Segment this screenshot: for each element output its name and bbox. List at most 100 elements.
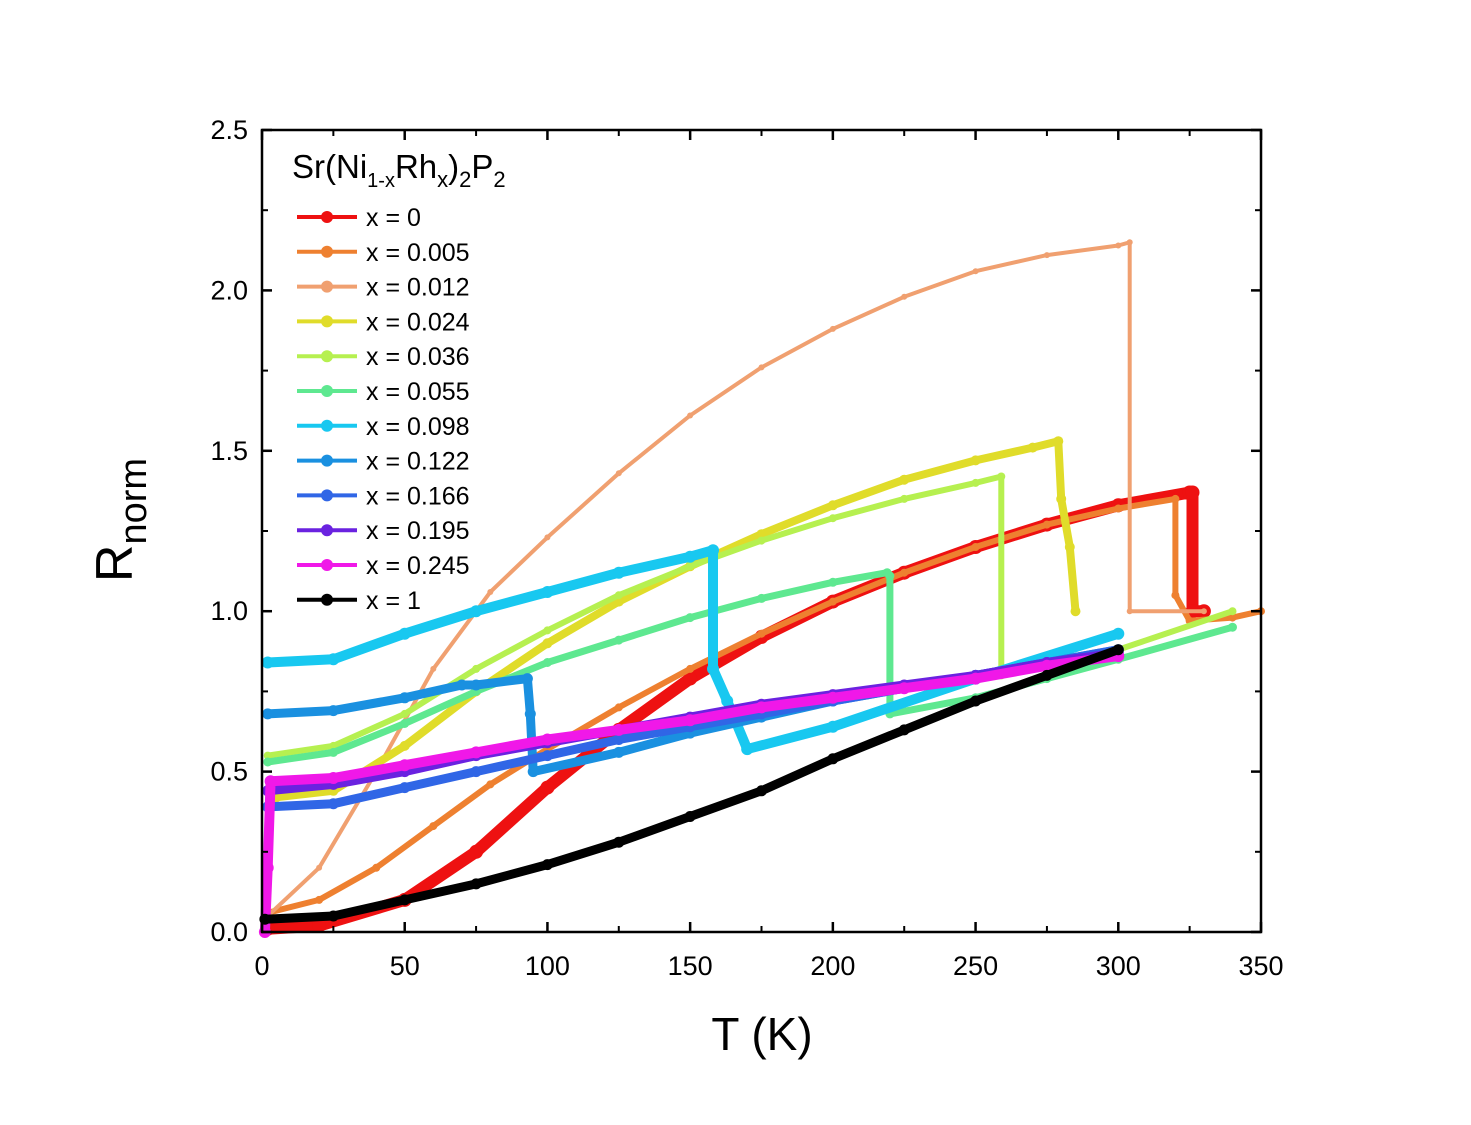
legend-marker (321, 280, 333, 293)
data-point (399, 692, 411, 704)
data-point (261, 861, 274, 874)
data-point (827, 753, 839, 765)
data-point (1171, 494, 1180, 503)
data-point (1042, 520, 1051, 529)
data-point (1228, 613, 1237, 622)
series-layer (258, 239, 1265, 938)
data-point (1064, 542, 1075, 552)
series-line (262, 545, 1124, 755)
legend-marker (321, 245, 333, 258)
data-point (898, 724, 910, 736)
x-tick-label: 200 (810, 951, 855, 981)
data-point (1112, 644, 1124, 656)
data-point (707, 544, 719, 557)
data-point (429, 822, 438, 831)
series-2 (263, 494, 1265, 917)
data-point (456, 679, 468, 691)
data-point (901, 293, 908, 300)
data-point (327, 772, 340, 784)
legend-marker (321, 454, 333, 467)
data-point (613, 734, 625, 745)
data-point (542, 658, 552, 667)
data-point (685, 613, 695, 623)
data-point (544, 534, 551, 541)
data-point (524, 708, 536, 720)
data-point (1126, 239, 1133, 246)
y-tick-label: 0.5 (210, 757, 248, 787)
data-point (758, 364, 765, 371)
legend-entry: x = 0.055 (297, 378, 470, 406)
data-point (400, 709, 409, 718)
data-point (472, 664, 481, 673)
data-point (612, 723, 625, 736)
series-4 (271, 436, 1081, 803)
data-point (971, 478, 980, 487)
data-point (470, 679, 482, 691)
data-point (829, 325, 836, 332)
data-point (263, 757, 273, 767)
legend-marker (321, 559, 333, 571)
data-point (898, 682, 911, 695)
data-point (372, 863, 381, 872)
legend-label: x = 0.098 (366, 413, 470, 441)
data-point (1228, 622, 1237, 632)
data-point (1070, 606, 1081, 617)
legend-label: x = 0.036 (366, 343, 470, 371)
data-point (969, 672, 982, 685)
data-point (613, 746, 625, 758)
y-tick-label: 2.0 (210, 275, 248, 305)
data-point (470, 878, 482, 890)
legend-marker (321, 315, 333, 328)
legend-entry: x = 0.036 (297, 343, 470, 371)
data-point (613, 836, 625, 848)
data-point (741, 743, 754, 756)
legend-entry: x = 0.245 (297, 552, 470, 580)
data-point (469, 844, 484, 859)
data-point (327, 910, 339, 922)
data-point (757, 629, 766, 638)
data-point (261, 656, 274, 669)
data-point (755, 701, 768, 714)
data-point (612, 566, 625, 579)
legend: x = 0 x = 0.005 x = 0.012 x = 0.024 x = 0.03… (297, 204, 470, 615)
data-point (400, 719, 410, 728)
data-point (470, 605, 483, 618)
legend-entry: x = 1 (297, 587, 421, 615)
legend-marker (321, 385, 333, 397)
data-point (970, 695, 982, 707)
legend-marker (321, 350, 333, 363)
data-point (398, 627, 411, 640)
data-point (687, 412, 694, 419)
data-point (756, 785, 767, 797)
legend-label: x = 1 (366, 587, 421, 615)
data-point (971, 543, 980, 551)
y-axis-title-main: R (86, 545, 144, 583)
compound-annotation: Sr(Ni1-xRhx)2P2 (292, 148, 506, 192)
data-point (1112, 627, 1125, 640)
data-point (541, 859, 553, 871)
data-point (899, 474, 910, 485)
data-point (721, 695, 734, 707)
data-point (1185, 485, 1200, 500)
data-point (900, 568, 909, 577)
legend-entry: x = 0.098 (297, 413, 470, 441)
series-12 (259, 644, 1124, 925)
data-point (997, 472, 1006, 481)
data-point (1040, 659, 1053, 672)
data-point (430, 665, 437, 672)
y-tick-label: 1.0 (210, 596, 248, 626)
data-point (543, 626, 552, 635)
data-point (828, 514, 837, 523)
data-point (398, 759, 411, 772)
data-point (542, 638, 553, 649)
data-point (327, 653, 340, 666)
x-axis-title: T (K) (711, 1008, 812, 1060)
legend-marker (321, 489, 333, 502)
data-point (328, 747, 338, 757)
data-point (540, 780, 555, 795)
legend-label: x = 0.122 (366, 448, 470, 476)
legend-entry: x = 0.005 (297, 239, 470, 267)
data-point (1027, 442, 1038, 453)
legend-label: x = 0.024 (366, 308, 470, 336)
